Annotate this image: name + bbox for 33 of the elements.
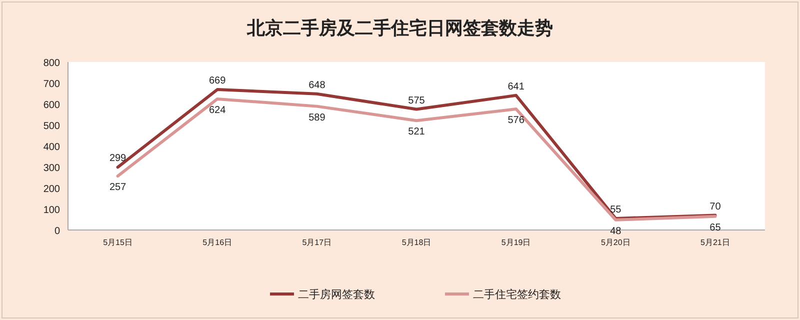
data-label: 641 (508, 81, 525, 92)
x-tick-label: 5月20日 (600, 238, 630, 247)
data-label: 576 (508, 115, 525, 126)
data-label: 299 (109, 153, 127, 164)
data-label: 65 (710, 222, 722, 234)
y-tick-label: 0 (54, 226, 60, 237)
x-tick-label: 5月17日 (302, 238, 332, 247)
x-tick-label: 5月21日 (700, 238, 730, 247)
y-tick-label: 600 (43, 100, 60, 111)
data-label: 648 (308, 80, 326, 91)
x-tick-label: 5月16日 (202, 238, 232, 247)
y-tick-label: 500 (43, 121, 60, 132)
data-label: 521 (408, 126, 426, 138)
y-tick-label: 400 (43, 142, 60, 153)
data-label: 55 (610, 204, 622, 216)
y-tick-label: 100 (43, 205, 60, 216)
x-tick-label: 5月18日 (402, 238, 432, 247)
y-tick-label: 700 (43, 79, 60, 90)
data-label: 589 (308, 112, 326, 124)
data-label: 48 (610, 226, 622, 237)
legend-label: 二手住宅签约套数 (473, 288, 561, 301)
x-tick-label: 5月15日 (103, 238, 132, 247)
data-label: 70 (710, 201, 722, 212)
y-tick-label: 800 (43, 58, 60, 69)
y-tick-label: 300 (43, 163, 60, 174)
y-tick-label: 200 (43, 184, 60, 195)
data-label: 669 (209, 76, 226, 87)
legend-label: 二手房网签套数 (298, 288, 375, 301)
x-tick-label: 5月19日 (501, 238, 531, 247)
data-label: 624 (209, 104, 226, 116)
chart-title: 北京二手房及二手住宅日网签套数走势 (246, 18, 553, 38)
data-label: 257 (109, 182, 127, 194)
data-label: 575 (408, 95, 426, 106)
